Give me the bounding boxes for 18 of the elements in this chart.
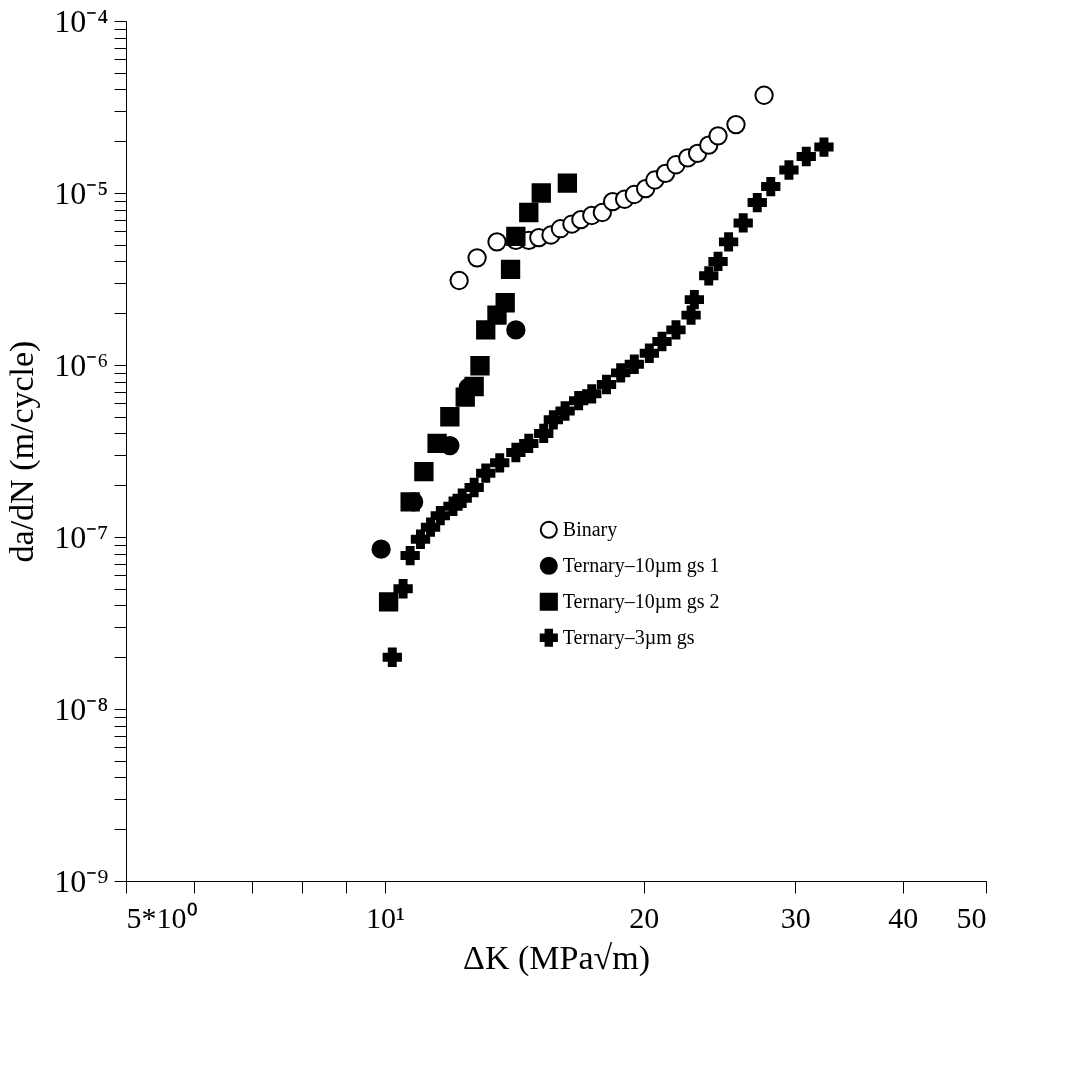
x-axis-title: ΔK (MPa√m) [463,938,650,977]
legend-label: Ternary–10µm gs 1 [562,553,720,577]
legend-label: Binary [562,517,618,541]
x-tick-label: 50 [956,900,987,934]
y-tick-label: 10⁻⁹ [54,862,109,899]
y-tick-label: 10⁻⁷ [54,518,109,555]
x-tick-label: 40 [888,900,919,934]
x-tick-label: 10¹ [365,900,405,934]
y-tick-label: 10⁻⁵ [54,174,109,211]
x-tick-label: 5*10⁰ [126,900,198,934]
x-tick-label: 20 [629,900,660,934]
y-axis-title: da/dN (m/cycle) [3,340,42,563]
legend-label: Ternary–10µm gs 2 [562,589,720,613]
y-tick-label: 10⁻⁸ [54,690,109,727]
y-tick-label: 10⁻⁴ [54,2,109,39]
y-tick-label: 10⁻⁶ [54,346,109,383]
legend-label: Ternary–3µm gs [562,625,695,649]
x-tick-label: 30 [780,900,811,934]
